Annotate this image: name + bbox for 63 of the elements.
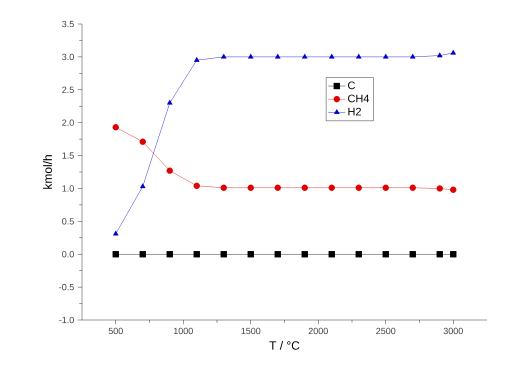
y-tick-label: 3.5	[62, 20, 74, 28]
point	[248, 184, 254, 191]
point	[166, 100, 173, 105]
y-tick-label: 1.5	[62, 152, 74, 159]
point	[450, 186, 456, 193]
y-axis-title: kmol/h	[43, 155, 52, 189]
y-tick-label: -1.0	[59, 316, 74, 324]
point	[166, 251, 173, 258]
x-tick-label: 2500	[376, 328, 396, 334]
x-axis-title: T / °C	[269, 340, 300, 350]
point	[112, 124, 119, 130]
point	[302, 54, 308, 59]
point	[248, 54, 254, 59]
point	[166, 167, 173, 174]
point	[410, 54, 416, 59]
point	[140, 183, 146, 188]
point	[220, 251, 227, 258]
y-tick-label: 1.0	[62, 185, 74, 192]
point	[194, 251, 200, 258]
point	[302, 184, 308, 191]
point	[410, 184, 416, 191]
y-tick-label: 0.5	[62, 218, 74, 225]
legend-label: CH4	[348, 94, 370, 102]
point	[382, 251, 389, 258]
point	[436, 185, 443, 192]
x-tick-label: 500	[108, 328, 123, 334]
point	[328, 251, 335, 258]
x-tick-label: 1500	[241, 328, 260, 334]
point	[436, 52, 443, 58]
x-tick-label: 3000	[444, 328, 463, 334]
y-tick-label: 2.5	[62, 86, 74, 93]
point	[410, 251, 416, 258]
point	[274, 54, 281, 59]
point	[450, 50, 456, 55]
point	[194, 182, 200, 190]
legend-label: H2	[348, 108, 361, 116]
x-tick-label: 2000	[308, 328, 328, 334]
point	[274, 251, 281, 258]
point	[356, 184, 362, 191]
point	[220, 184, 227, 191]
point	[220, 54, 227, 59]
y-tick-label: -0.5	[59, 284, 74, 290]
x-tick-label: 1000	[174, 328, 193, 334]
point	[356, 251, 362, 258]
point	[450, 251, 456, 258]
point	[302, 251, 308, 258]
point	[140, 138, 146, 145]
legend-label: C	[348, 81, 355, 90]
point	[382, 184, 389, 191]
point	[436, 251, 443, 258]
point	[328, 54, 335, 59]
point	[328, 184, 335, 191]
y-tick-label: 2.0	[62, 119, 74, 126]
point	[248, 251, 254, 258]
point	[140, 251, 146, 258]
point	[112, 251, 119, 258]
y-tick-label: 3.0	[62, 54, 74, 60]
point	[274, 184, 281, 191]
point	[194, 56, 200, 62]
point	[356, 54, 362, 59]
point	[382, 54, 389, 59]
y-tick-label: 0.0	[62, 251, 74, 258]
point	[112, 230, 119, 236]
